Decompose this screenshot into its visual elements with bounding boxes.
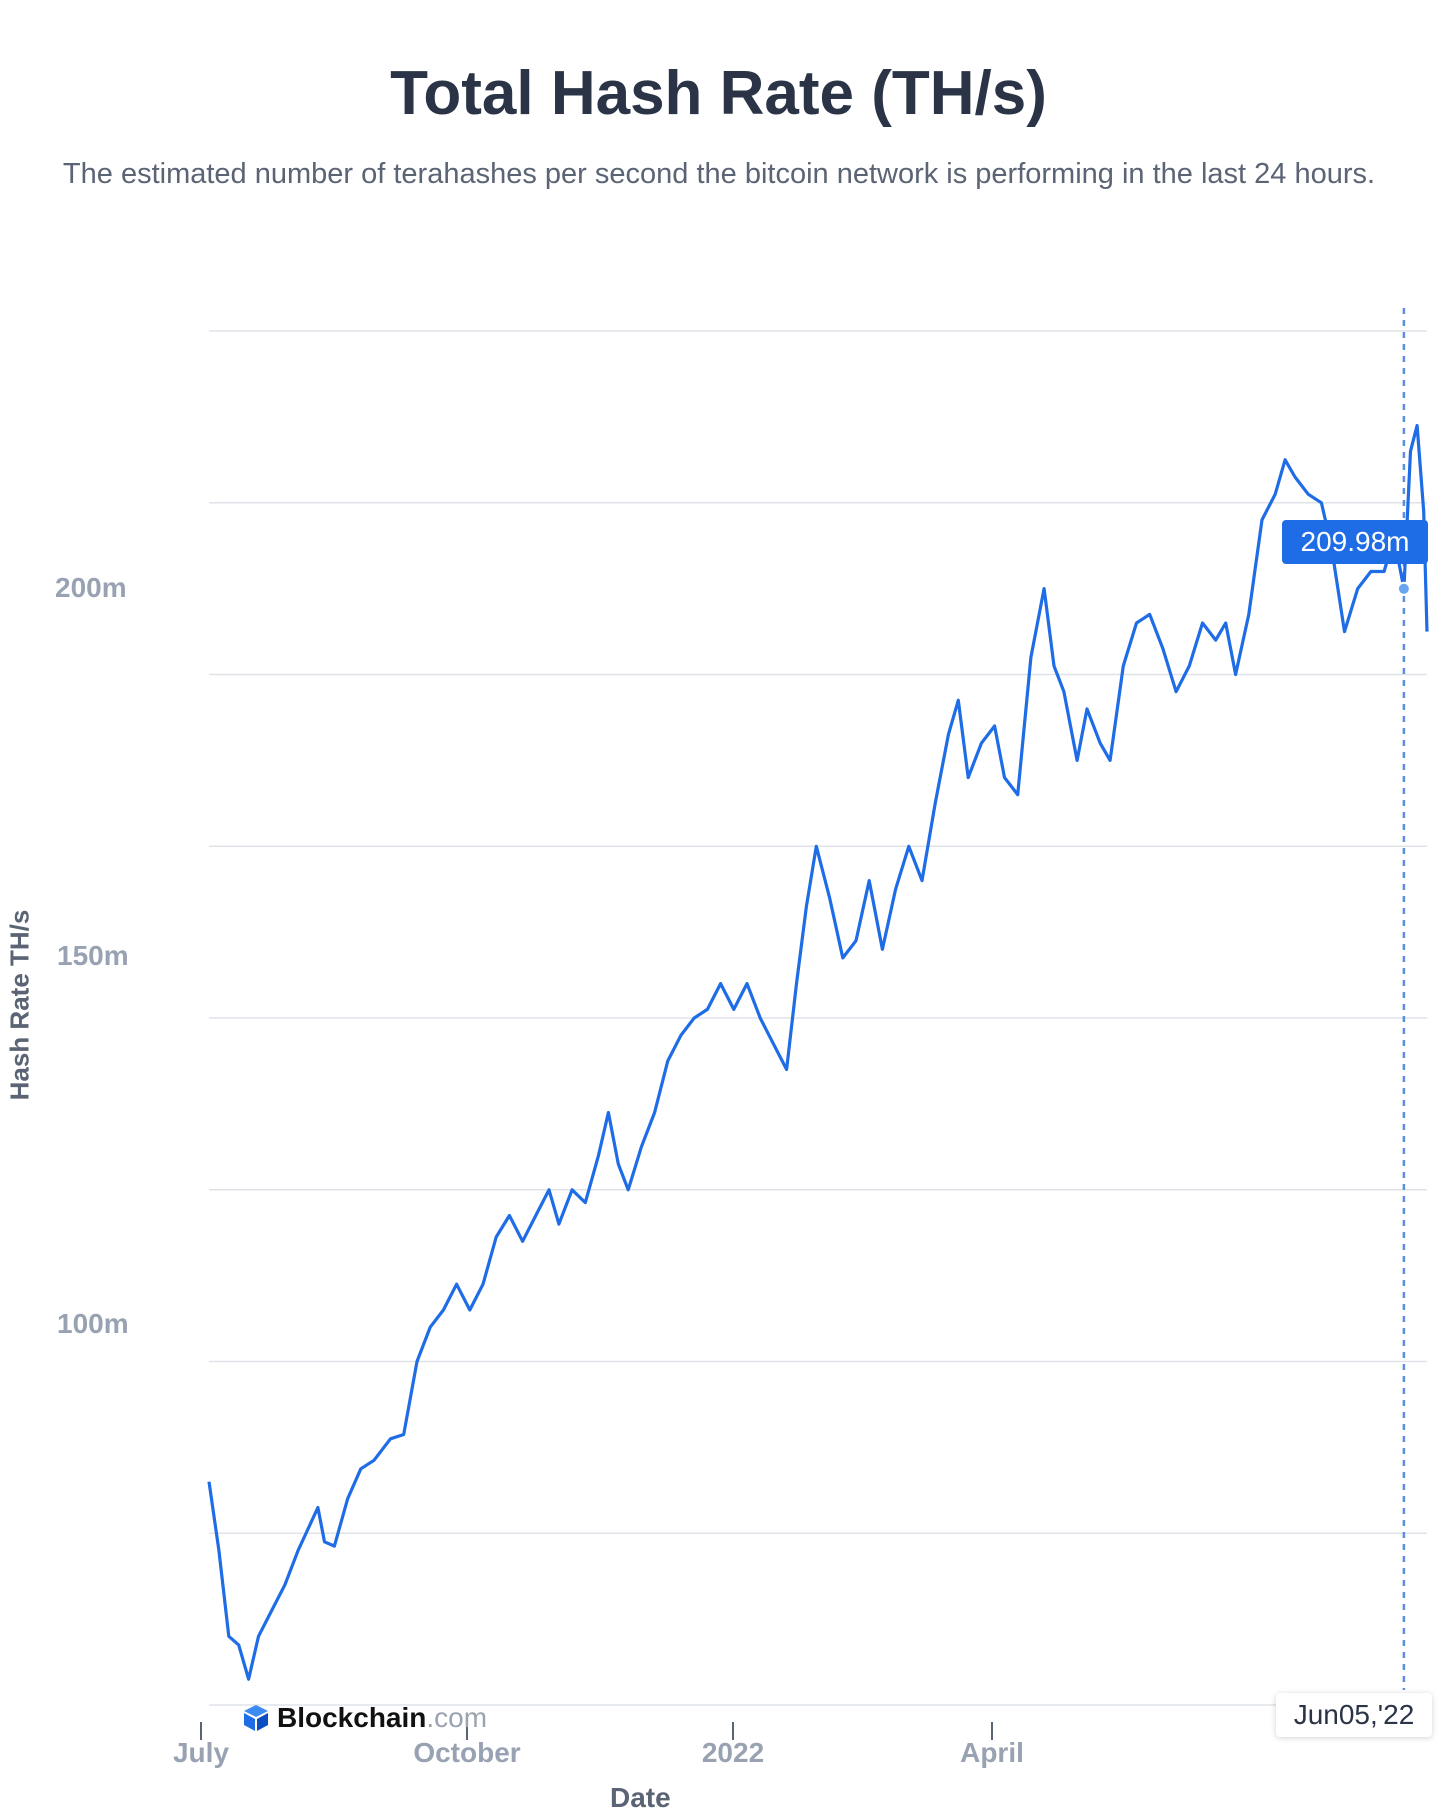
x-tick-july: July (172, 1737, 230, 1768)
hover-point[interactable] (1396, 581, 1411, 596)
x-tick-april: April (960, 1737, 1024, 1768)
date-tooltip: Jun05,'22 (1276, 1693, 1432, 1737)
grid-lines (209, 330, 1427, 1706)
chart-title: Total Hash Rate (TH/s) (390, 59, 1047, 128)
y-tick-200m: 200m (55, 572, 127, 603)
brand-suffix: .com (426, 1702, 488, 1733)
y-tick-100m: 100m (57, 1308, 129, 1339)
x-tick-2022: 2022 (701, 1737, 765, 1768)
brand-watermark: Blockchain .com (241, 1700, 487, 1736)
x-tick-october: October (413, 1737, 521, 1768)
x-tick-marks (200, 1722, 993, 1740)
x-axis-label: Date (610, 1782, 671, 1813)
series-line-hash-rate[interactable] (207, 423, 1429, 1681)
brand-name: Blockchain (277, 1702, 427, 1733)
y-tick-150m: 150m (57, 940, 129, 971)
chart-subtitle: The estimated number of terahashes per s… (62, 158, 1376, 190)
value-tooltip: 209.98m (1282, 520, 1428, 564)
blockchain-cube-icon (244, 1705, 268, 1731)
